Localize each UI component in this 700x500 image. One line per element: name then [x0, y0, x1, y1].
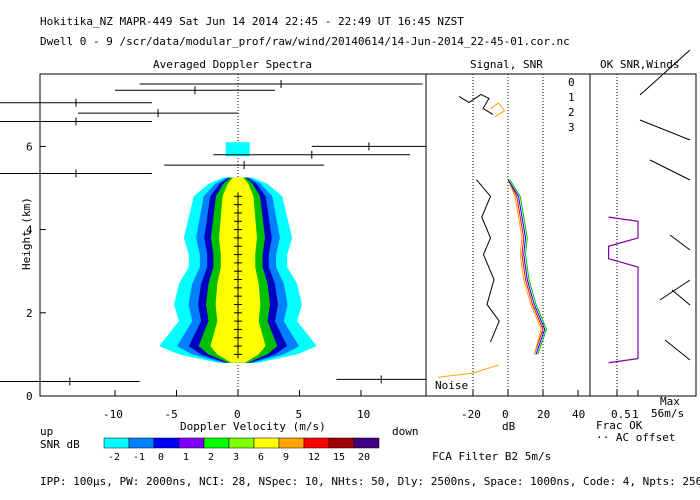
colorbar-swatch [228, 437, 255, 449]
spectra-xtick-label: 0 [234, 408, 241, 421]
colorbar-swatch [203, 437, 230, 449]
frac-ok-line [607, 216, 639, 364]
colorbar-label: 3 [233, 452, 239, 463]
radar-parameters: IPP: 100μs, PW: 2000ns, NCI: 28, NSpec: … [40, 475, 700, 488]
upper-signal-trace [490, 102, 506, 118]
wind-vector [669, 234, 691, 251]
winds-title: OK SNR,Winds [600, 58, 679, 71]
dwell-info: Dwell 0 - 9 /scr/data/modular_prof/raw/w… [40, 35, 570, 48]
snr-line-noise [476, 179, 500, 343]
snr-xtick-label: 20 [537, 408, 550, 421]
channel-label-2: 2 [568, 106, 575, 119]
colorbar-label: 0 [158, 452, 164, 463]
colorbar-label: 9 [283, 452, 289, 463]
spectra-ytick-label: 0 [26, 390, 33, 403]
snr-plot: -20 0 20 40 [437, 74, 585, 421]
snr-line-1 [507, 179, 542, 355]
snr-colorbar: -2 -1 0 1 2 3 6 9 12 15 20 [103, 437, 380, 463]
winds-xtick-label: 1 [632, 408, 639, 421]
spectra-xlabel: Doppler Velocity (m/s) [180, 420, 326, 433]
colorbar-swatch [178, 437, 205, 449]
colorbar-label: -1 [133, 452, 145, 463]
winds-frame [589, 73, 697, 397]
max-label: Max [660, 395, 680, 408]
colorbar-swatch [278, 437, 305, 449]
wind-vector [639, 119, 691, 141]
colorbar-label: 15 [333, 452, 345, 463]
colorbar-label: 2 [208, 452, 214, 463]
colorbar-swatch [128, 437, 155, 449]
winds-xtick-label: 0.5 [611, 408, 631, 421]
channel-label-3: 3 [568, 121, 575, 134]
channel-label-1: 1 [568, 91, 575, 104]
colorbar-swatch [103, 437, 130, 449]
colorbar-swatch [353, 437, 380, 449]
fca-filter-label: FCA Filter B2 5m/s [432, 450, 551, 463]
upper-noise-trace [458, 93, 494, 115]
noise-curve [437, 364, 500, 378]
spectra-xtick-label: 10 [357, 408, 370, 421]
colorbar-label: 20 [358, 452, 370, 463]
colorbar-label: 1 [183, 452, 189, 463]
up-label: up [40, 425, 53, 438]
wind-vector [671, 289, 691, 306]
spectra-xtick-label: -5 [165, 408, 178, 421]
channel-legend: 0 1 2 3 [568, 76, 575, 134]
upper-echo-patch [225, 142, 250, 157]
ac-offset-label: ·· AC offset [596, 431, 675, 444]
spectra-xtick-label: 5 [296, 408, 303, 421]
snr-title: Signal, SNR [470, 58, 543, 71]
colorbar-swatch [253, 437, 280, 449]
snr-line-3 [507, 179, 546, 355]
noise-label: Noise [435, 379, 468, 392]
winds-plot: 0.5 1 [607, 49, 691, 421]
wind-vector [664, 339, 691, 361]
frac-ok-label: Frac OK [596, 419, 643, 432]
wind-vector [649, 159, 691, 181]
spectra-ytick-label: 4 [26, 224, 33, 237]
snr-line-2 [509, 179, 548, 355]
spectra-ytick-label: 6 [26, 140, 33, 153]
down-label: down [392, 425, 419, 438]
spectra-xtick-label: -10 [103, 408, 123, 421]
spectra-plot: -10 -5 0 5 10 0 2 4 6 [0, 74, 426, 421]
colorbar-label: 12 [308, 452, 320, 463]
colorbar-label: 6 [258, 452, 264, 463]
snr-db-label: SNR dB [40, 438, 80, 451]
snr-xtick-label: 0 [502, 408, 509, 421]
colorbar-label: -2 [108, 452, 120, 463]
snr-line-0 [507, 179, 544, 355]
snr-xlabel: dB [502, 420, 516, 433]
wind-vector [639, 49, 691, 96]
figure-title: Hokitika_NZ MAPR-449 Sat Jun 14 2014 22:… [40, 15, 464, 28]
colorbar-swatch [328, 437, 355, 449]
colorbar-swatch [153, 437, 180, 449]
snr-xtick-label: -20 [461, 408, 481, 421]
wind-vector [659, 279, 691, 301]
max-value-label: 56m/s [651, 407, 684, 420]
spectra-title: Averaged Doppler Spectra [153, 58, 312, 71]
snr-xtick-label: 40 [572, 408, 585, 421]
spectra-ytick-label: 2 [26, 307, 33, 320]
spectra-ylabel: Height (km) [20, 197, 33, 270]
colorbar-swatch [303, 437, 330, 449]
channel-label-0: 0 [568, 76, 575, 89]
